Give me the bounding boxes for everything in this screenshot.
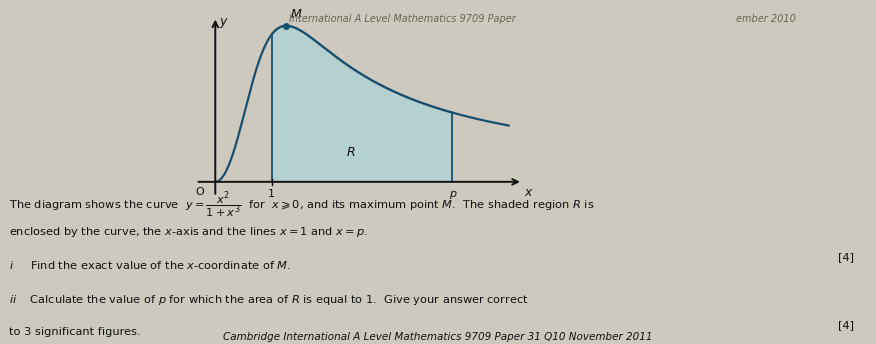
- Text: y: y: [220, 15, 227, 28]
- Text: M: M: [291, 8, 301, 21]
- Text: $ii$    Calculate the value of $p$ for which the area of $R$ is equal to 1.  Giv: $ii$ Calculate the value of $p$ for whic…: [9, 292, 528, 307]
- Text: O: O: [195, 187, 204, 197]
- Text: $i$     Find the exact value of the $x$-coordinate of $M$.: $i$ Find the exact value of the $x$-coor…: [9, 259, 291, 270]
- Text: [4]: [4]: [838, 320, 854, 330]
- Text: to 3 significant figures.: to 3 significant figures.: [9, 326, 140, 336]
- Text: 1: 1: [268, 189, 275, 199]
- Text: Cambridge International A Level Mathematics 9709 Paper 31 Q10 November 2011: Cambridge International A Level Mathemat…: [223, 332, 653, 342]
- Text: p: p: [449, 189, 456, 199]
- Text: The diagram shows the curve  $y = \dfrac{x^2}{1+x^3}$  for  $x \geqslant 0$, and: The diagram shows the curve $y = \dfrac{…: [9, 191, 594, 221]
- Text: R: R: [346, 146, 355, 159]
- Text: International A Level Mathematics 9709 Paper: International A Level Mathematics 9709 P…: [289, 13, 516, 24]
- Text: x: x: [525, 186, 532, 199]
- Text: enclosed by the curve, the $x$-axis and the lines $x = 1$ and $x = p$.: enclosed by the curve, the $x$-axis and …: [9, 225, 368, 238]
- Text: ember 2010: ember 2010: [736, 13, 795, 24]
- Text: [4]: [4]: [838, 252, 854, 262]
